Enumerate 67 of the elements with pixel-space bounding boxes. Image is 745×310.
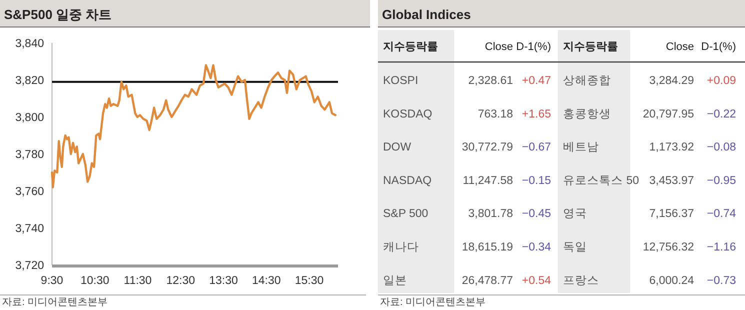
text: −0.74 — [706, 208, 736, 220]
text: 2,328.61 — [468, 75, 513, 87]
text: 6,000.24 — [649, 274, 694, 287]
y-tick-label: 3,760 — [15, 186, 44, 198]
category-label: Close — [484, 41, 513, 53]
line-series — [50, 64, 337, 188]
text: 12,756.32 — [642, 242, 694, 254]
y-tick-label: 3,720 — [15, 260, 44, 272]
text: −0.22 — [706, 108, 736, 120]
x-tick-label: 13:30 — [209, 275, 238, 287]
x-tick-label: 14:30 — [252, 275, 281, 287]
category-label: Close — [666, 41, 694, 53]
y-tick-label: 3,780 — [15, 149, 44, 161]
text: +0.09 — [706, 75, 736, 87]
text: −0.73 — [706, 274, 736, 287]
text: 영국 — [563, 208, 587, 220]
text: −0.08 — [706, 142, 736, 154]
category-label: 지수등락률 — [562, 41, 618, 53]
x-tick-label: 9:30 — [40, 275, 64, 287]
text: 20,797.95 — [642, 108, 694, 120]
chart-title: S&P500 일중 차트 — [4, 7, 112, 22]
text: 3,453.97 — [649, 174, 694, 187]
text: 홍콩항생 — [563, 108, 611, 120]
y-tick-label: 3,820 — [15, 75, 44, 87]
text: 1,173.92 — [649, 142, 694, 154]
x-tick-label: 10:30 — [80, 275, 110, 287]
text: 베트남 — [563, 142, 599, 154]
text: +0.47 — [522, 75, 551, 87]
text: KOSDAQ — [383, 108, 432, 120]
text: DOW — [383, 142, 412, 154]
text: 3,801.78 — [468, 208, 513, 220]
text: 7,156.37 — [649, 208, 694, 220]
text: −0.95 — [706, 174, 736, 187]
text: 18,615.19 — [462, 242, 513, 254]
text: S&P 500 — [383, 208, 428, 220]
text: 독일 — [563, 242, 587, 254]
x-tick-label: 12:30 — [166, 275, 196, 287]
category-label: D-1(%) — [701, 41, 736, 53]
y-tick-label: 3,840 — [15, 38, 44, 50]
text: −0.45 — [522, 208, 551, 220]
text: 일본 — [383, 274, 407, 287]
text: 캐나다 — [383, 242, 419, 254]
text: Global Indices — [382, 7, 471, 22]
x-tick-label: 15:30 — [294, 275, 324, 287]
text: 3,284.29 — [649, 75, 694, 87]
text: −0.15 — [522, 174, 551, 187]
text: −1.16 — [706, 242, 736, 254]
text: +0.54 — [522, 274, 551, 287]
y-tick-label: 3,800 — [15, 112, 44, 124]
text: −0.67 — [522, 142, 551, 154]
x-tick-label: 11:30 — [124, 275, 152, 287]
text: 자료: 미디어콘텐츠본부 — [380, 297, 486, 308]
text: 26,478.77 — [462, 274, 513, 287]
text: 유로스톡스 50 — [563, 174, 639, 187]
text: 상해종합 — [563, 75, 611, 87]
text: 11,247.58 — [462, 174, 513, 187]
text: KOSPI — [383, 75, 418, 87]
text: NASDAQ — [383, 174, 432, 187]
y-tick-label: 3,740 — [15, 223, 44, 235]
text: 자료: 미디어콘텐츠본부 — [2, 297, 108, 308]
category-label: 지수등락률 — [382, 41, 438, 53]
category-label: D-1(%) — [516, 41, 551, 53]
text: +1.65 — [522, 108, 551, 120]
text: 30,772.79 — [462, 142, 513, 154]
text: 프랑스 — [563, 274, 599, 287]
text: 763.18 — [478, 108, 513, 120]
text: −0.34 — [522, 242, 551, 254]
